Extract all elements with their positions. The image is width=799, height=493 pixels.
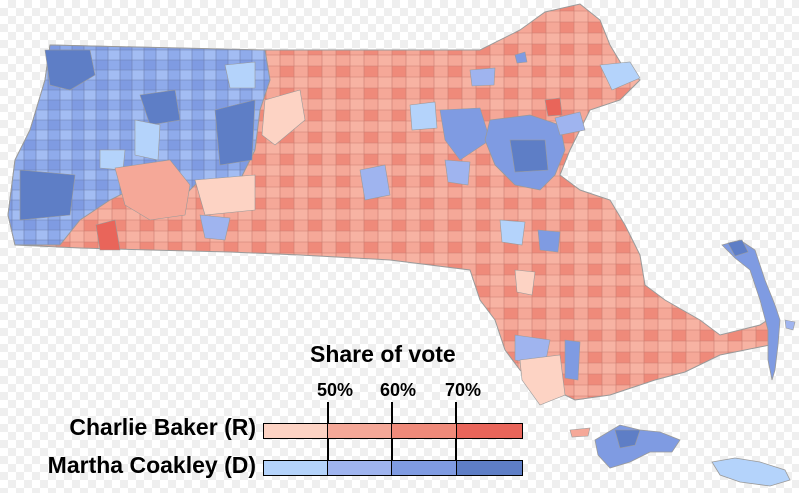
legend-swatch-baker-4 — [457, 424, 522, 438]
tick-label-50: 50% — [316, 380, 354, 400]
legend-swatch-coakley-4 — [457, 461, 522, 475]
legend-title: Share of vote — [310, 341, 456, 367]
legend-swatch-baker-3 — [392, 424, 457, 438]
tick-line-60 — [391, 402, 393, 476]
legend-swatch-coakley-2 — [328, 461, 392, 475]
tick-label-70: 70% — [444, 380, 482, 400]
tick-line-70 — [455, 402, 457, 476]
legend-label-baker: Charlie Baker (R) — [69, 414, 256, 440]
legend-swatch-coakley-3 — [392, 461, 457, 475]
legend-label-coakley: Martha Coakley (D) — [47, 452, 256, 478]
marthas-vineyard — [594, 424, 681, 469]
tick-line-50 — [327, 402, 329, 476]
cape-cod-tip — [721, 239, 781, 381]
legend-swatch-coakley-1 — [264, 461, 328, 475]
tick-label-60: 60% — [379, 380, 417, 400]
legend-swatch-baker-2 — [328, 424, 392, 438]
legend-bar-baker — [263, 423, 523, 439]
legend-bar-coakley — [263, 460, 523, 476]
nantucket — [711, 457, 791, 487]
legend-swatch-baker-1 — [264, 424, 328, 438]
